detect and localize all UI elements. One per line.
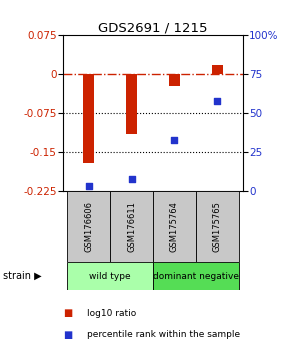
Text: wild type: wild type [89,272,131,281]
Point [215,98,220,104]
Bar [153,191,196,262]
Text: GSM176606: GSM176606 [84,201,93,252]
Text: ■: ■ [63,308,72,318]
Bar [67,191,110,262]
Bar [126,74,137,134]
Bar [83,74,94,162]
Text: GSM176611: GSM176611 [127,201,136,252]
Text: strain ▶: strain ▶ [3,271,42,281]
Bar [169,74,180,86]
Text: dominant negative: dominant negative [153,272,239,281]
Text: percentile rank within the sample: percentile rank within the sample [87,330,240,339]
Point [129,176,134,182]
Point [86,184,91,189]
Bar [67,262,153,290]
Bar [212,65,223,74]
Bar [196,191,239,262]
Text: ■: ■ [63,330,72,339]
Text: log10 ratio: log10 ratio [87,309,136,318]
Bar [110,191,153,262]
Text: GSM175765: GSM175765 [213,201,222,252]
Text: GSM175764: GSM175764 [170,201,179,252]
Point [172,137,177,143]
Bar [153,262,239,290]
Title: GDS2691 / 1215: GDS2691 / 1215 [98,21,208,34]
